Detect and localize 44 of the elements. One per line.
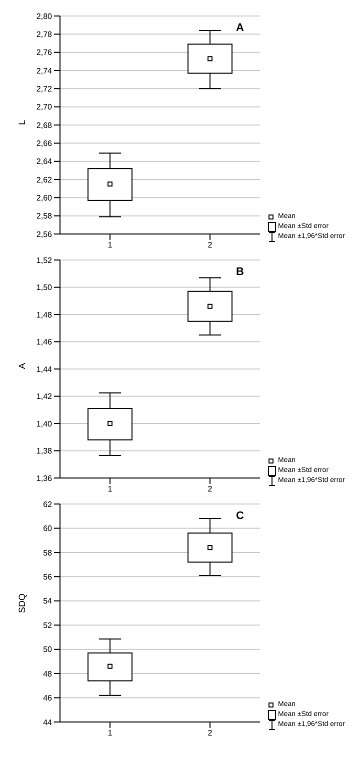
x-tick-label: 2 [208, 484, 213, 494]
y-tick-label: 1,42 [36, 392, 53, 402]
y-tick-label: 1,36 [36, 474, 53, 483]
x-tick-label: 2 [208, 728, 213, 738]
y-tick-label: 1,44 [36, 364, 53, 374]
x-tick-label: 1 [108, 484, 113, 494]
y-axis-title: A [17, 362, 28, 369]
y-tick-label: 1,52 [36, 256, 53, 265]
y-tick-label: 48 [43, 669, 53, 678]
y-tick-label: 2,56 [36, 230, 53, 239]
y-tick-label: 62 [43, 500, 53, 509]
x-tick-label: 1 [108, 728, 113, 738]
x-tick-label: 1 [108, 240, 113, 250]
y-tick-label: 2,80 [36, 12, 53, 21]
y-tick-label: 58 [43, 548, 53, 558]
y-tick-label: 1,46 [36, 338, 53, 347]
y-axis-title: L [17, 120, 28, 125]
y-tick-label: 54 [43, 596, 53, 606]
text: C [236, 510, 244, 522]
y-tick-label: 56 [43, 572, 53, 582]
text: B [236, 266, 244, 278]
y-tick-label: 1,38 [36, 446, 53, 456]
y-tick-label: 1,48 [36, 310, 53, 320]
y-tick-label: 60 [43, 524, 53, 534]
y-tick-label: 2,76 [36, 48, 53, 58]
text: A [236, 22, 244, 34]
y-tick-label: 2,72 [36, 84, 53, 94]
y-tick-label: 1,50 [36, 283, 53, 292]
y-tick-label: 2,78 [36, 30, 53, 40]
y-tick-label: 1,40 [36, 419, 53, 428]
y-tick-label: 50 [43, 645, 53, 654]
y-tick-label: 2,70 [36, 102, 53, 112]
y-tick-label: 2,68 [36, 120, 53, 130]
y-tick-label: 44 [43, 718, 53, 727]
y-tick-label: 2,58 [36, 212, 53, 221]
y-tick-label: 2,64 [36, 157, 53, 166]
y-tick-label: 2,66 [36, 139, 53, 148]
x-tick-label: 2 [208, 240, 213, 250]
y-axis-title: SDQ [17, 593, 28, 613]
y-tick-label: 2,74 [36, 66, 53, 76]
y-tick-label: 2,62 [36, 175, 53, 184]
y-tick-label: 52 [43, 620, 53, 630]
y-tick-label: 46 [43, 694, 53, 703]
y-tick-label: 2,60 [36, 194, 53, 203]
